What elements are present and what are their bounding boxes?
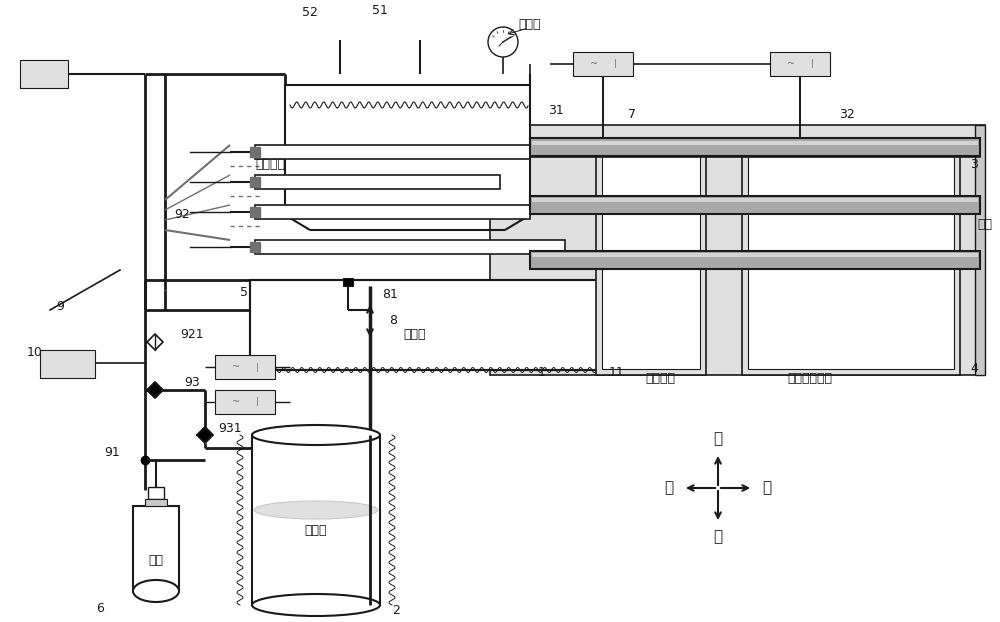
Text: 3: 3 (970, 159, 978, 172)
Text: 52: 52 (302, 6, 318, 19)
Text: ~: ~ (590, 59, 598, 69)
Bar (596, 140, 706, 375)
Bar (257, 177, 498, 187)
Bar (40, 350, 95, 378)
Text: 5: 5 (240, 285, 248, 299)
Text: 31: 31 (548, 103, 564, 116)
Bar (145, 499, 167, 506)
Bar (148, 487, 164, 499)
Text: 11: 11 (609, 366, 625, 379)
Text: 储料罐: 储料罐 (305, 524, 327, 537)
Bar (770, 52, 830, 76)
Text: |: | (256, 397, 258, 407)
Text: 液位计: 液位计 (519, 19, 541, 32)
Polygon shape (197, 427, 213, 443)
Bar (975, 125, 985, 375)
Bar (215, 355, 275, 379)
Bar (530, 251, 980, 269)
Ellipse shape (252, 594, 380, 616)
Bar (250, 280, 610, 370)
Bar (530, 139, 980, 157)
Bar (530, 196, 980, 214)
Text: 前: 前 (713, 432, 723, 447)
Text: 后: 后 (713, 529, 723, 544)
Text: 实验体: 实验体 (404, 328, 426, 341)
Text: 热电转换模块: 热电转换模块 (788, 371, 832, 384)
Bar (257, 147, 528, 157)
Text: 10: 10 (27, 346, 43, 360)
Text: |: | (256, 363, 258, 371)
Bar (20, 60, 68, 88)
Text: 绝热模块: 绝热模块 (645, 371, 675, 384)
Bar (530, 196, 980, 214)
Bar (285, 85, 530, 215)
Text: 32: 32 (839, 108, 855, 121)
Bar (742, 140, 960, 375)
Text: 91: 91 (104, 445, 120, 458)
Text: 右: 右 (762, 481, 772, 496)
Text: ~: ~ (232, 362, 240, 372)
Text: |: | (811, 60, 813, 68)
Bar (255, 175, 500, 189)
Polygon shape (147, 382, 163, 398)
Bar (748, 146, 954, 369)
Text: 6: 6 (96, 601, 104, 615)
Text: 气罐: 气罐 (148, 554, 164, 567)
Bar (215, 390, 275, 414)
Text: 1: 1 (538, 366, 546, 379)
Text: ~: ~ (232, 397, 240, 407)
Bar (255, 240, 565, 254)
Bar (573, 52, 633, 76)
Bar (252, 435, 380, 605)
Bar (287, 107, 528, 213)
Text: ~: ~ (787, 59, 795, 69)
Text: 热管: 热管 (977, 218, 992, 231)
Ellipse shape (254, 501, 378, 519)
Text: 2: 2 (392, 603, 400, 616)
Ellipse shape (252, 425, 380, 445)
Bar (532, 253, 978, 257)
Text: 931: 931 (218, 422, 242, 435)
Bar (532, 141, 978, 145)
Bar (255, 145, 530, 159)
Bar (602, 146, 700, 369)
Bar (254, 510, 378, 600)
Polygon shape (147, 334, 163, 350)
Bar (530, 138, 980, 156)
Bar (257, 207, 528, 217)
Bar (530, 251, 980, 269)
Text: |: | (614, 60, 616, 68)
Text: 8: 8 (389, 313, 397, 327)
Bar (490, 125, 985, 375)
Text: 4: 4 (970, 361, 978, 374)
Bar (255, 205, 530, 219)
Bar (257, 242, 563, 252)
Bar (532, 198, 978, 202)
Text: 7: 7 (628, 108, 636, 121)
Text: 9: 9 (56, 300, 64, 313)
Bar (343, 278, 353, 286)
Text: 81: 81 (382, 289, 398, 302)
Text: 93: 93 (184, 376, 200, 389)
Bar (133, 506, 179, 591)
Text: 加热元件: 加热元件 (255, 159, 285, 172)
Text: 51: 51 (372, 4, 388, 17)
Text: 921: 921 (180, 328, 204, 341)
Text: 左: 左 (664, 481, 674, 496)
Circle shape (488, 27, 518, 57)
Text: 92: 92 (174, 208, 190, 221)
Ellipse shape (133, 580, 179, 602)
